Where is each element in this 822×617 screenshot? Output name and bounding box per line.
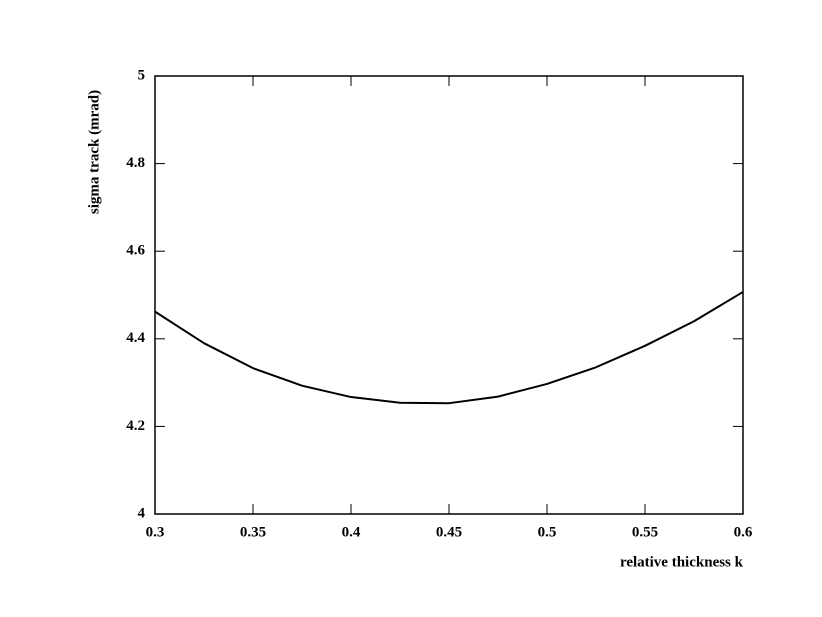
x-tick-label: 0.55 bbox=[632, 524, 658, 540]
y-tick-label: 4.2 bbox=[126, 418, 145, 434]
y-tick-label: 4.6 bbox=[126, 243, 145, 259]
x-tick-label: 0.45 bbox=[436, 524, 462, 540]
x-tick-label: 0.3 bbox=[146, 524, 165, 540]
x-axis-label: relative thickness k bbox=[620, 554, 744, 570]
x-tick-label: 0.4 bbox=[342, 524, 361, 540]
x-tick-label: 0.5 bbox=[538, 524, 557, 540]
y-tick-label: 4.4 bbox=[126, 330, 145, 346]
plot-frame bbox=[154, 75, 744, 515]
x-tick-label: 0.35 bbox=[240, 524, 266, 540]
x-tick-label: 0.6 bbox=[734, 524, 753, 540]
data-line bbox=[154, 291, 744, 405]
y-tick-label: 5 bbox=[138, 67, 146, 83]
y-tick-label: 4 bbox=[138, 505, 146, 521]
y-axis-label: sigma track (mrad) bbox=[86, 90, 102, 214]
y-tick-label: 4.8 bbox=[126, 155, 145, 171]
